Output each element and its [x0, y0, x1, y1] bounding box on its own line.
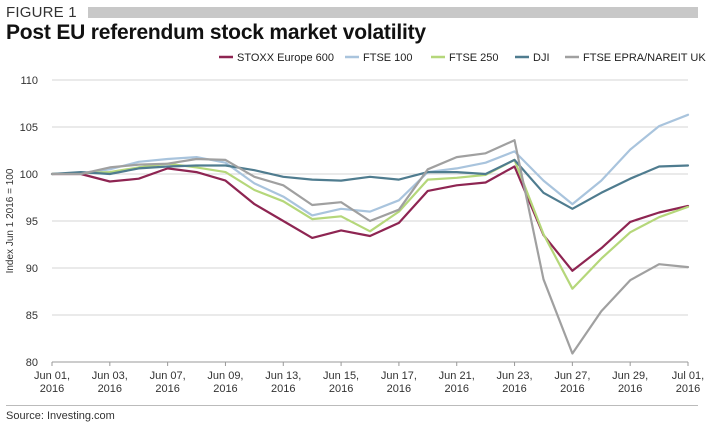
x-tick-label: Jun 15, — [323, 370, 359, 382]
x-tick-label-year: 2016 — [676, 383, 700, 395]
y-axis-label: Index Jun 1 2016 = 100 — [5, 168, 16, 273]
x-tick-label: Jun 21, — [439, 370, 475, 382]
y-tick-label: 85 — [26, 310, 38, 322]
x-tick-label-year: 2016 — [444, 383, 468, 395]
legend-entry: FTSE 100 — [363, 52, 413, 64]
x-tick-label: Jun 29, — [612, 370, 648, 382]
chart-legend: STOXX Europe 600 FTSE 100 FTSE 250 DJI FTSE … — [219, 52, 706, 64]
y-tick-label: 105 — [20, 122, 38, 134]
y-axis-ticks: 80 85 90 95 100 105 110 — [20, 75, 38, 369]
source-divider — [6, 405, 698, 406]
x-tick-label-year: 2016 — [560, 383, 584, 395]
x-tick-label-year: 2016 — [271, 383, 295, 395]
figure-header-bar — [88, 7, 698, 18]
series-line-ftse-100 — [50, 113, 690, 217]
y-tick-label: 100 — [20, 169, 38, 181]
x-tick-label-year: 2016 — [213, 383, 237, 395]
x-tick-label: Jun 23, — [496, 370, 532, 382]
x-tick-label: Jun 03, — [92, 370, 128, 382]
chart-series — [50, 113, 690, 355]
source-note: Source: Investing.com — [6, 410, 115, 422]
x-tick-label: Jun 09, — [207, 370, 243, 382]
chart-title: Post EU referendum stock market volatili… — [6, 21, 426, 44]
x-tick-label-year: 2016 — [155, 383, 179, 395]
legend-entry: DJI — [533, 52, 550, 64]
y-tick-label: 110 — [20, 75, 38, 87]
legend-entry: FTSE 250 — [449, 52, 499, 64]
x-tick-label-year: 2016 — [329, 383, 353, 395]
series-line-dji — [50, 158, 690, 210]
x-tick-label: Jun 01, — [34, 370, 70, 382]
x-tick-label: Jun 17, — [381, 370, 417, 382]
x-tick-label: Jul 01, — [672, 370, 704, 382]
legend-entry: STOXX Europe 600 — [237, 52, 334, 64]
x-tick-label: Jun 07, — [150, 370, 186, 382]
legend-entry: FTSE EPRA/NAREIT UK — [583, 52, 706, 64]
x-tick-label: Jun 27, — [554, 370, 590, 382]
x-tick-label-year: 2016 — [387, 383, 411, 395]
figure-label: FIGURE 1 — [6, 4, 77, 21]
series-line-stoxx-europe-600 — [50, 165, 690, 272]
x-tick-label-year: 2016 — [98, 383, 122, 395]
x-tick-label-year: 2016 — [40, 383, 64, 395]
x-tick-label-year: 2016 — [502, 383, 526, 395]
y-tick-label: 80 — [26, 357, 38, 369]
x-tick-label: Jun 13, — [265, 370, 301, 382]
y-tick-label: 90 — [26, 263, 38, 275]
y-tick-label: 95 — [26, 216, 38, 228]
series-line-ftse-250 — [50, 158, 690, 290]
chart-gridlines — [52, 79, 688, 363]
x-tick-label-year: 2016 — [618, 383, 642, 395]
series-line-ftse-epra-nareit-uk — [50, 139, 690, 355]
